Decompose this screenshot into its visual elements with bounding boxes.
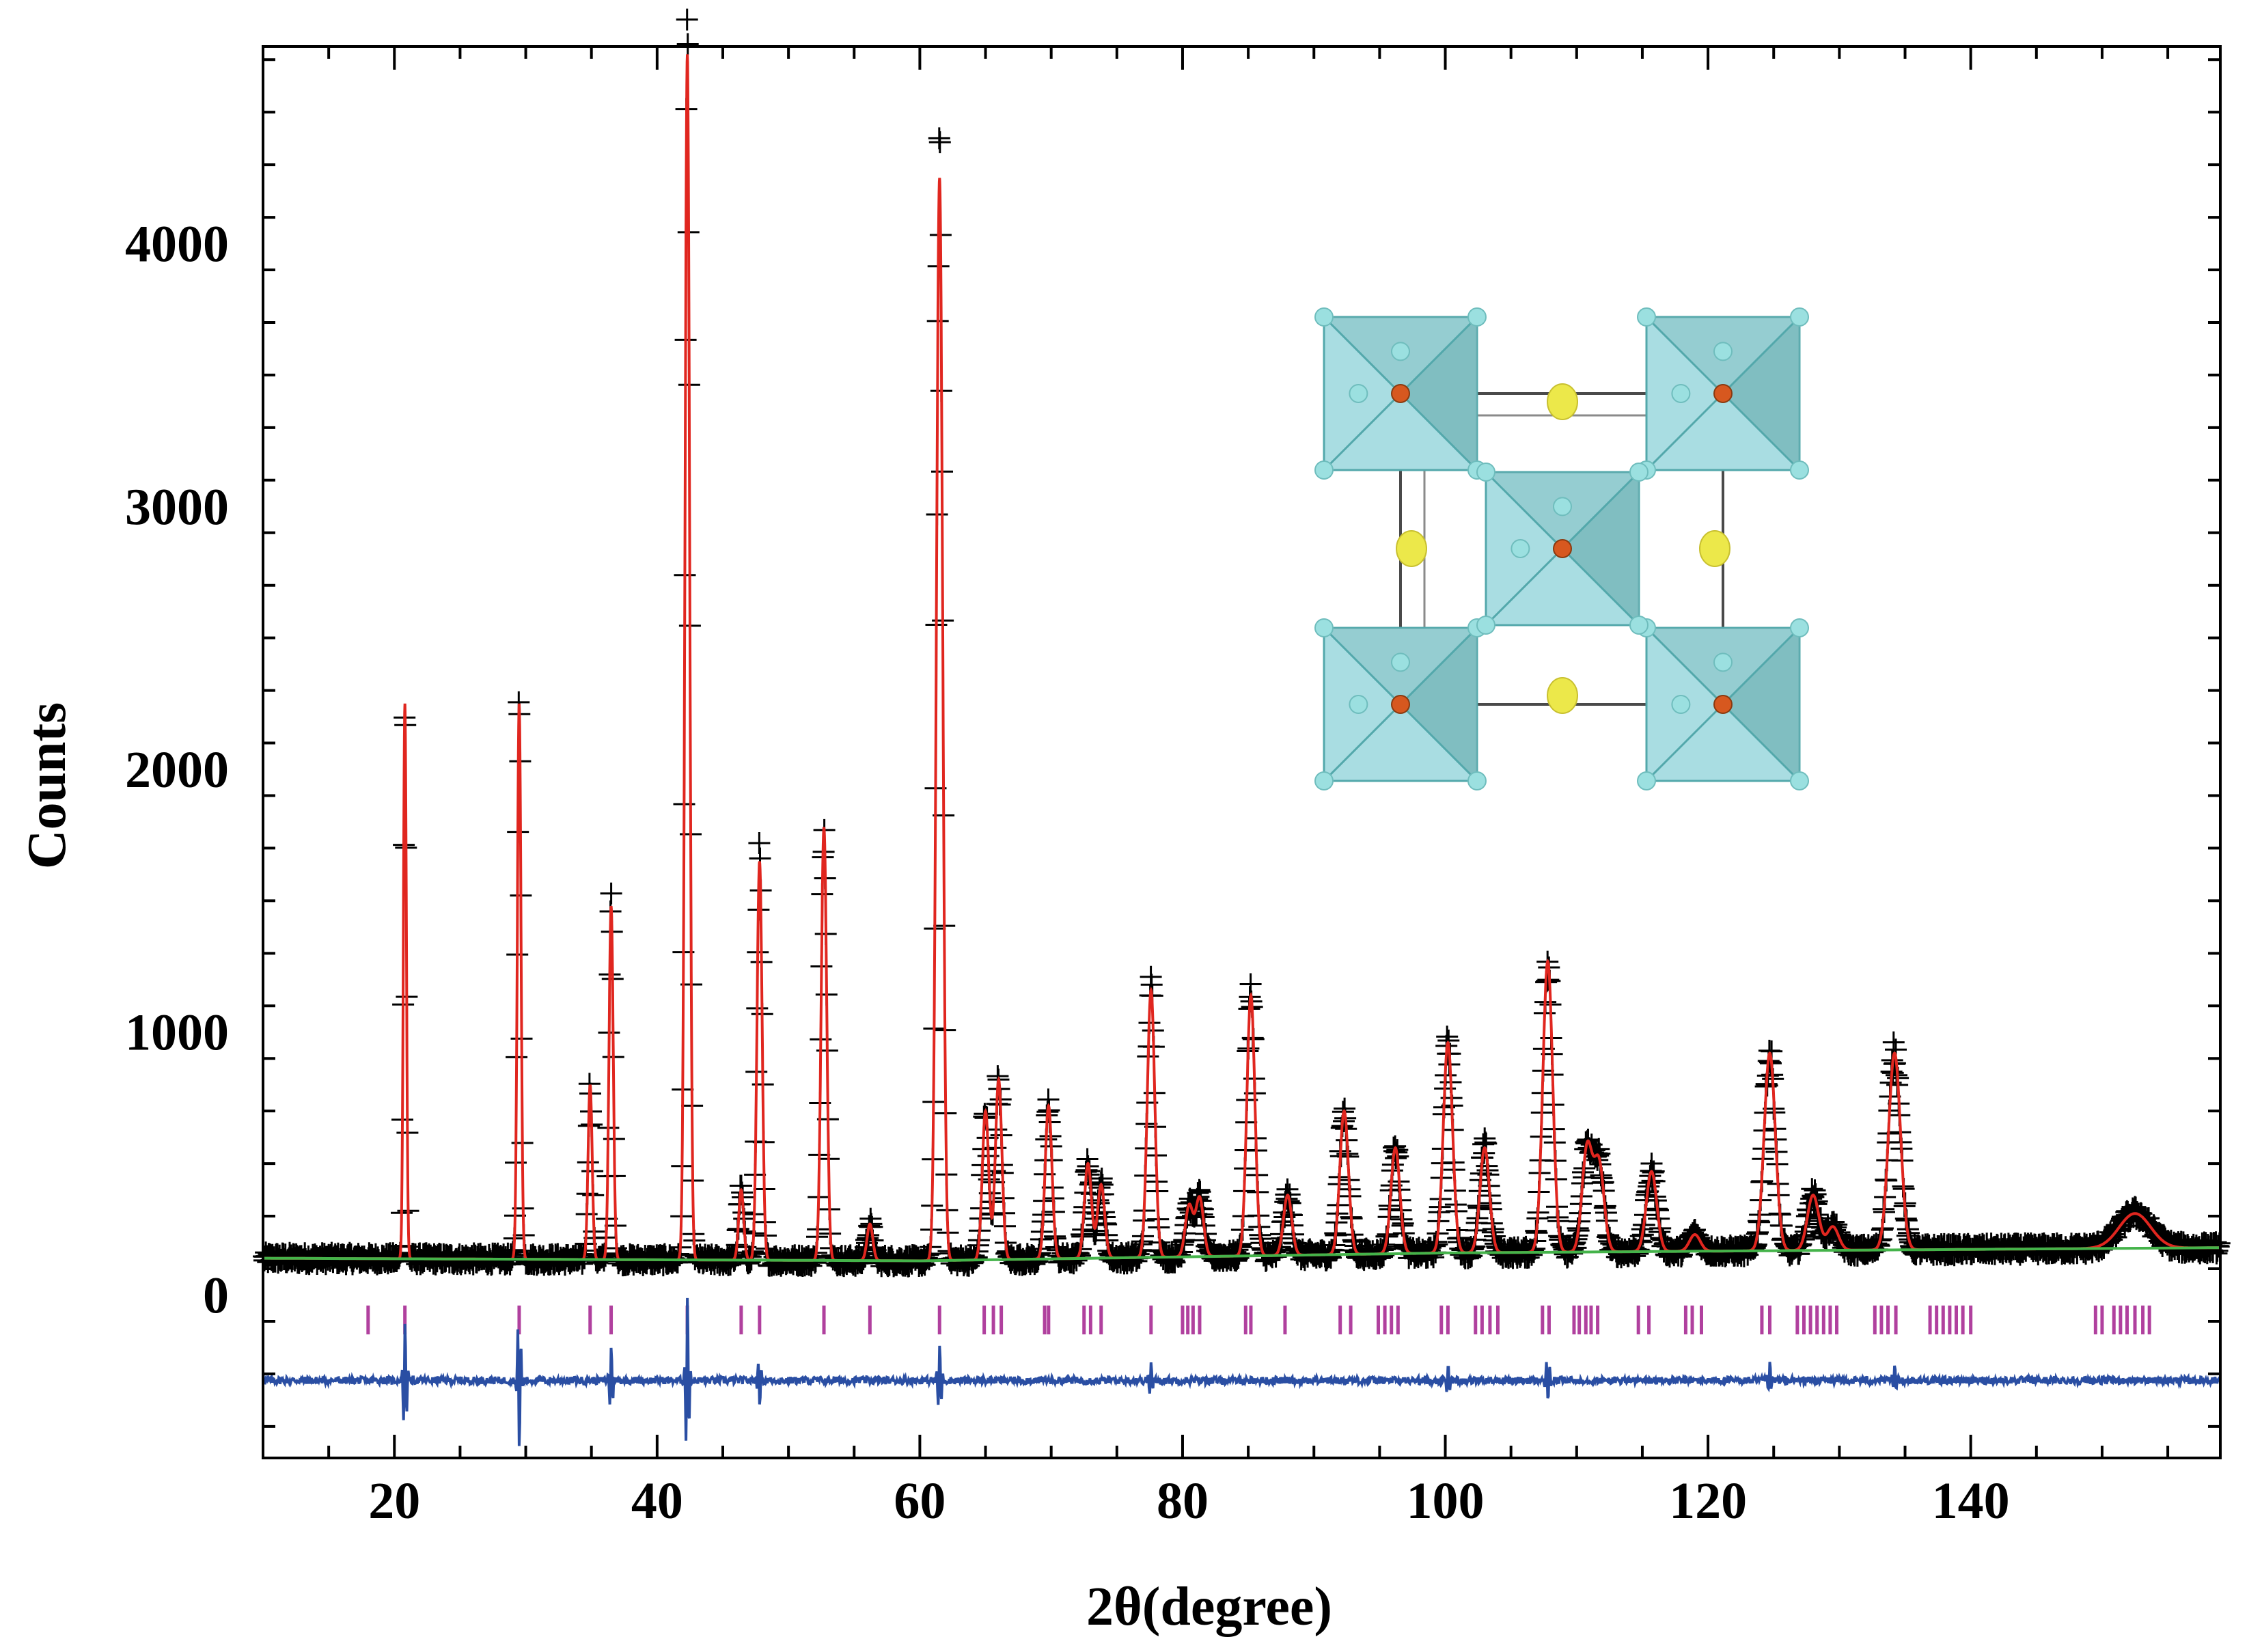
octahedron-top-left (1314, 307, 1487, 480)
b-site-atom (1713, 695, 1733, 714)
octahedron-bottom-left (1314, 618, 1487, 790)
octahedron-edge (1645, 627, 1724, 706)
octahedron-edge (1645, 703, 1724, 782)
oxygen-atom (1349, 384, 1368, 403)
octahedron-edge (1399, 392, 1478, 471)
oxygen-atom (1671, 384, 1691, 403)
oxygen-atom (1511, 539, 1530, 558)
observed-point (928, 131, 951, 154)
oxygen-atom (1629, 616, 1649, 635)
x-tick-label: 60 (894, 1472, 946, 1530)
x-tick-label: 120 (1669, 1472, 1747, 1530)
oxygen-atom (1553, 497, 1572, 517)
oxygen-atom (1790, 307, 1809, 327)
octahedron-edge (1485, 547, 1564, 627)
octahedron-edge (1323, 316, 1402, 395)
x-tick-label: 140 (1932, 1472, 2010, 1530)
x-axis-title: 2θ(degree) (1086, 1577, 1332, 1637)
y-tick-label: 0 (203, 1267, 229, 1324)
x-tick-label: 20 (368, 1472, 420, 1530)
oxygen-atom (1790, 618, 1809, 637)
octahedron-edge (1485, 471, 1564, 550)
b-site-atom (1553, 539, 1572, 558)
octahedron-edge (1399, 316, 1478, 395)
oxygen-atom (1314, 307, 1334, 327)
x-tick-label: 100 (1407, 1472, 1485, 1530)
observed-point (676, 33, 699, 55)
a-site-atom (1396, 530, 1427, 567)
octahedron-edge (1645, 392, 1724, 471)
octahedron-shade (1723, 628, 1799, 781)
oxygen-atom (1713, 652, 1733, 672)
a-site-atom (1547, 383, 1578, 420)
octahedron-edge (1722, 627, 1801, 706)
octahedron-shade (1562, 472, 1639, 625)
oxygen-atom (1314, 771, 1334, 790)
b-site-atom (1391, 384, 1410, 403)
crystal-structure-inset (1314, 307, 1809, 790)
octahedron-edge (1323, 627, 1402, 706)
octahedron-edge (1722, 392, 1801, 471)
oxygen-atom (1314, 460, 1334, 480)
oxygen-atom (1349, 695, 1368, 714)
y-tick-label: 1000 (125, 1004, 229, 1062)
oxygen-atom (1713, 342, 1733, 361)
a-site-atom (1547, 677, 1578, 714)
y-tick-label: 2000 (125, 741, 229, 799)
oxygen-atom (1790, 460, 1809, 480)
b-site-atom (1391, 695, 1410, 714)
octahedron-edge (1323, 703, 1402, 782)
oxygen-atom (1467, 307, 1487, 327)
oxygen-atom (1476, 616, 1495, 635)
octahedron-edge (1722, 703, 1801, 782)
octahedron-center (1476, 463, 1649, 635)
octahedron-shade (1723, 317, 1799, 470)
y-tick-label: 3000 (125, 478, 229, 536)
octahedron-edge (1399, 703, 1478, 782)
octahedron-edge (1722, 316, 1801, 395)
x-tick-label: 80 (1157, 1472, 1209, 1530)
octahedron-bottom-right (1637, 618, 1809, 790)
octahedron-edge (1399, 627, 1478, 706)
octahedron-edge (1323, 392, 1402, 471)
oxygen-atom (1391, 342, 1410, 361)
octahedron-shade (1401, 628, 1477, 781)
oxygen-atom (1467, 771, 1487, 790)
observed-point (676, 8, 698, 31)
oxygen-atom (1637, 307, 1656, 327)
oxygen-atom (1476, 463, 1495, 482)
b-site-atom (1713, 384, 1733, 403)
octahedron-top-right (1637, 307, 1809, 480)
a-site-atom (1699, 530, 1730, 567)
octahedron-shade (1401, 317, 1477, 470)
observed-point (600, 882, 622, 905)
oxygen-atom (1790, 771, 1809, 790)
y-axis-title: Counts (17, 702, 77, 870)
octahedron-edge (1645, 316, 1724, 395)
oxygen-atom (1629, 463, 1649, 482)
oxygen-atom (1391, 652, 1410, 672)
x-tick-label: 40 (631, 1472, 683, 1530)
octahedron-edge (1561, 547, 1640, 627)
oxygen-atom (1637, 771, 1656, 790)
y-tick-label: 4000 (125, 216, 229, 273)
oxygen-atom (1671, 695, 1691, 714)
oxygen-atom (1314, 618, 1334, 637)
octahedron-edge (1561, 471, 1640, 550)
